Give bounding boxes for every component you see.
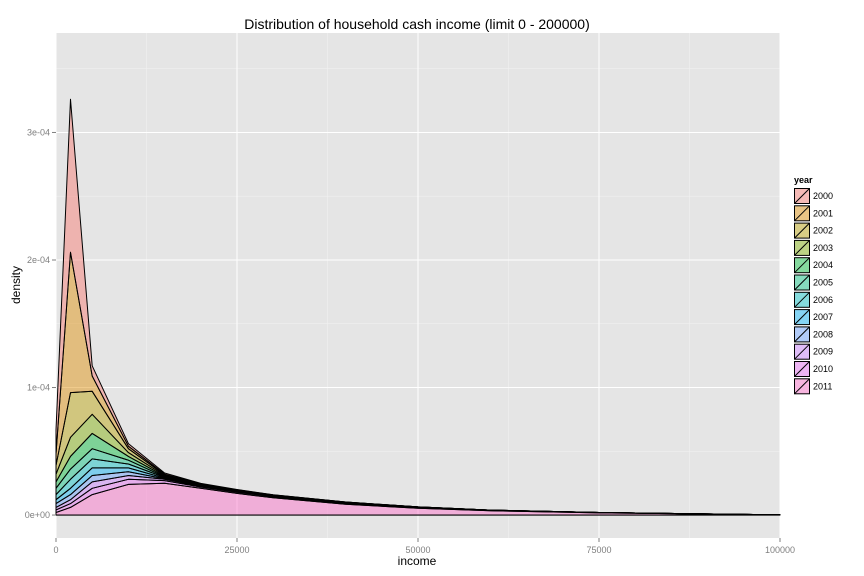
legend-item-2006: 2006 <box>794 291 833 308</box>
legend-swatch-line <box>794 291 810 308</box>
legend-label: 2006 <box>813 295 833 305</box>
density-area-2000 <box>55 98 781 516</box>
x-tick-label: 0 <box>53 545 58 555</box>
legend-label: 2009 <box>813 347 833 357</box>
legend-item-2007: 2007 <box>794 309 833 326</box>
legend-swatch-line <box>794 378 810 395</box>
legend-swatch-line <box>794 361 810 377</box>
legend-item-2010: 2010 <box>794 361 833 377</box>
legend-swatch-line <box>794 274 810 291</box>
y-axis-title: density <box>9 266 23 304</box>
y-tick-label: 2e-04 <box>27 255 50 265</box>
legend-item-2011: 2011 <box>794 378 832 395</box>
legend-label: 2007 <box>813 312 833 322</box>
legend-label: 2008 <box>813 329 833 339</box>
legend-label: 2011 <box>813 381 832 391</box>
legend-item-2000: 2000 <box>794 188 833 204</box>
legend-label: 2005 <box>813 278 833 288</box>
legend-title: year <box>794 175 813 185</box>
legend-swatch-line <box>794 205 810 222</box>
legend-label: 2010 <box>813 364 833 374</box>
legend-item-2005: 2005 <box>794 274 833 291</box>
chart-title: Distribution of household cash income (l… <box>244 16 590 32</box>
legend-item-2002: 2002 <box>794 222 833 239</box>
legend-item-2004: 2004 <box>794 257 833 274</box>
legend-item-2009: 2009 <box>794 343 833 360</box>
y-tick-label: 0e+00 <box>25 510 50 520</box>
x-tick-label: 25000 <box>224 545 249 555</box>
legend-swatch-line <box>794 326 810 343</box>
x-axis-title: income <box>398 554 437 568</box>
legend-swatch-line <box>794 343 810 360</box>
legend-label: 2001 <box>813 208 833 218</box>
legend-label: 2002 <box>813 226 833 236</box>
legend-swatch-line <box>794 309 810 325</box>
legend-swatch-line <box>794 240 810 256</box>
density-layers <box>55 98 781 516</box>
legend-item-2003: 2003 <box>794 239 833 256</box>
legend: year 2000 2001 2002 2003 2004 2005 2006 2007 200… <box>794 175 833 395</box>
x-tick-label: 50000 <box>405 545 430 555</box>
legend-item-2008: 2008 <box>794 326 833 343</box>
legend-swatch-line <box>794 222 810 239</box>
legend-label: 2004 <box>813 260 833 270</box>
legend-swatch-line <box>794 257 810 274</box>
legend-label: 2000 <box>813 191 833 201</box>
legend-label: 2003 <box>813 243 833 253</box>
x-tick-label: 75000 <box>586 545 611 555</box>
plot-panel <box>55 33 781 538</box>
y-tick-label: 3e-04 <box>27 127 50 137</box>
legend-swatch-line <box>794 188 810 204</box>
legend-item-2001: 2001 <box>794 205 833 222</box>
y-tick-label: 1e-04 <box>27 383 50 393</box>
x-tick-label: 100000 <box>765 545 795 555</box>
axis-ticks: 0 25000 50000 75000 100000 0e+00 1e-04 2e-04 3e-… <box>25 127 795 555</box>
